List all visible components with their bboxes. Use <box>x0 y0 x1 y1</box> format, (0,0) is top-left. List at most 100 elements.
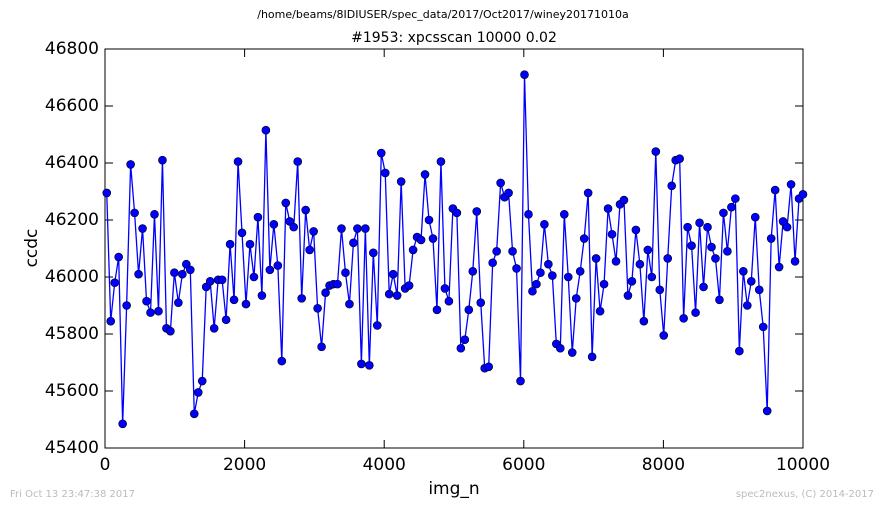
data-point <box>504 188 513 198</box>
data-point <box>233 157 243 166</box>
x-tick-label: 10000 <box>776 455 830 475</box>
data-point <box>372 321 382 330</box>
data-point <box>416 235 426 245</box>
data-point <box>361 224 370 233</box>
data-point <box>253 212 263 222</box>
data-point <box>659 331 669 340</box>
plot-frame <box>104 48 804 449</box>
data-point <box>197 376 207 386</box>
data-point <box>313 304 322 313</box>
data-point <box>245 239 255 249</box>
data-point <box>643 245 653 255</box>
data-point <box>189 409 199 419</box>
data-point <box>404 281 414 290</box>
data-point <box>456 343 466 353</box>
data-point <box>766 234 776 243</box>
data-point <box>122 301 131 310</box>
data-point <box>651 147 661 156</box>
data-point <box>297 294 306 303</box>
x-tick-label: 6000 <box>502 455 545 475</box>
data-point <box>762 406 772 416</box>
data-point <box>595 306 605 316</box>
data-point <box>376 148 386 158</box>
data-point <box>707 242 716 252</box>
data-point <box>508 247 517 256</box>
data-point <box>249 272 259 282</box>
data-point <box>782 222 792 232</box>
data-point <box>587 352 597 362</box>
data-point <box>114 252 123 262</box>
data-point <box>516 376 525 386</box>
data-point <box>333 279 342 289</box>
data-point <box>154 306 163 316</box>
data-point <box>138 224 147 233</box>
data-point <box>583 188 593 198</box>
data-point <box>484 362 493 372</box>
data-point <box>727 202 736 212</box>
data-point <box>185 265 195 275</box>
data-point <box>548 271 557 280</box>
y-tick-label: 45400 <box>45 438 99 458</box>
data-point <box>221 315 231 325</box>
data-point <box>532 279 541 289</box>
data-point <box>528 286 537 296</box>
data-point <box>786 180 796 189</box>
data-point <box>392 291 402 300</box>
footer-right: spec2nexus, (C) 2014-2017 <box>736 489 874 500</box>
data-point <box>357 359 366 369</box>
data-point <box>217 275 227 285</box>
data-point <box>341 268 350 278</box>
data-point <box>563 272 573 282</box>
data-point <box>627 276 637 286</box>
data-point <box>209 323 219 333</box>
data-point <box>321 288 330 297</box>
data-point <box>225 239 235 249</box>
data-point <box>369 248 378 258</box>
data-point <box>317 342 326 352</box>
data-point <box>754 285 764 295</box>
footer-left: Fri Oct 13 23:47:38 2017 <box>10 489 135 500</box>
data-point <box>424 215 434 225</box>
data-point <box>571 294 581 303</box>
y-tick-label: 45800 <box>45 324 99 344</box>
data-point <box>575 266 585 276</box>
data-point <box>349 238 358 248</box>
data-point <box>241 299 251 309</box>
data-point <box>102 188 112 198</box>
data-point <box>774 262 784 272</box>
data-point <box>464 305 474 315</box>
data-point <box>269 219 279 229</box>
data-point <box>146 308 155 317</box>
data-point <box>150 210 159 219</box>
data-point <box>488 258 497 268</box>
data-point <box>540 219 549 229</box>
data-point <box>408 245 418 255</box>
data-point <box>472 207 482 216</box>
data-point <box>496 178 505 188</box>
data-point <box>623 291 633 300</box>
data-point <box>770 185 780 195</box>
x-tick-label: 0 <box>100 455 111 475</box>
data-point <box>619 195 629 205</box>
x-axis-label: img_n <box>428 479 479 499</box>
data-point <box>599 279 609 289</box>
data-point <box>293 157 303 166</box>
data-point <box>742 301 752 310</box>
data-point <box>679 314 688 323</box>
data-point <box>603 204 613 213</box>
data-point <box>512 264 521 273</box>
data-point <box>607 229 617 239</box>
data-point <box>536 268 545 278</box>
data-point <box>556 343 565 353</box>
data-point <box>388 269 398 279</box>
data-point <box>170 268 179 278</box>
data-point <box>746 276 756 286</box>
data-point <box>719 208 728 218</box>
data-point <box>205 276 215 286</box>
data-point <box>567 348 577 357</box>
x-tick-label: 4000 <box>363 455 406 475</box>
data-line <box>106 74 804 424</box>
data-point <box>452 208 462 218</box>
data-point <box>639 316 649 326</box>
